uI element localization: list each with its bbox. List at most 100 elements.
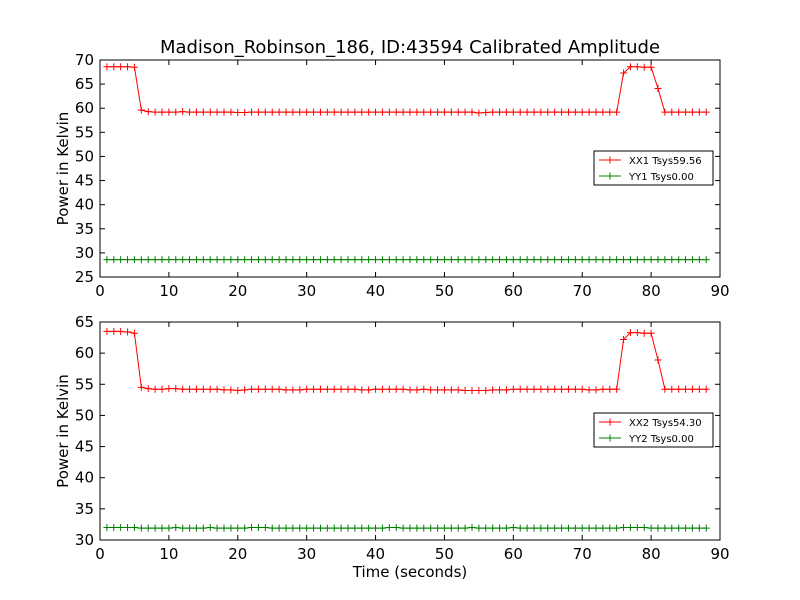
y-tick-label: 55	[75, 123, 94, 141]
data-point	[165, 385, 173, 393]
data-point	[406, 108, 414, 116]
data-point	[248, 385, 256, 393]
data-point	[516, 256, 524, 264]
y-axis-label: Power in Kelvin	[54, 112, 72, 226]
data-point	[640, 524, 648, 532]
data-point	[179, 524, 187, 532]
chart-title: Madison_Robinson_186, ID:43594 Calibrate…	[160, 37, 660, 58]
data-point	[695, 385, 703, 393]
y-tick-label: 25	[75, 268, 94, 286]
x-tick-label: 70	[573, 545, 592, 563]
data-point	[447, 386, 455, 394]
data-point	[365, 256, 373, 264]
data-point	[695, 256, 703, 264]
data-point	[668, 385, 676, 393]
data-point	[571, 256, 579, 264]
data-point	[626, 256, 634, 264]
data-point	[530, 108, 538, 116]
data-point	[103, 63, 111, 71]
data-point	[220, 524, 228, 532]
data-point	[516, 108, 524, 116]
data-point	[261, 385, 269, 393]
data-point	[571, 385, 579, 393]
data-point	[351, 385, 359, 393]
data-point	[144, 256, 152, 264]
x-tick-label: 0	[95, 545, 105, 563]
data-point	[234, 387, 242, 395]
data-point	[124, 328, 132, 336]
data-point	[482, 256, 490, 264]
data-point	[103, 327, 111, 335]
data-point	[695, 108, 703, 116]
data-point	[199, 524, 207, 532]
data-point	[358, 108, 366, 116]
data-point	[461, 524, 469, 532]
x-tick-label: 10	[159, 282, 178, 300]
data-point	[268, 385, 276, 393]
y-tick-label: 35	[75, 500, 94, 518]
legend-label: YY2 Tsys0.00	[628, 434, 694, 445]
data-point	[675, 256, 683, 264]
data-point	[289, 108, 297, 116]
data-point	[454, 256, 462, 264]
legend-marker	[606, 418, 614, 426]
data-point	[592, 386, 600, 394]
data-point	[275, 108, 283, 116]
data-point	[516, 385, 524, 393]
data-point	[654, 356, 662, 364]
data-point	[137, 106, 145, 114]
data-point	[296, 386, 304, 394]
data-point	[633, 524, 641, 532]
data-point	[186, 256, 194, 264]
data-point	[392, 256, 400, 264]
data-point	[378, 385, 386, 393]
data-point	[702, 524, 710, 532]
data-point	[544, 524, 552, 532]
data-point	[633, 256, 641, 264]
data-point	[206, 108, 214, 116]
x-tick-label: 80	[642, 545, 661, 563]
data-point	[496, 256, 504, 264]
data-point	[289, 386, 297, 394]
data-point	[137, 383, 145, 391]
data-point	[282, 256, 290, 264]
data-point	[682, 524, 690, 532]
data-point	[558, 256, 566, 264]
data-point	[502, 524, 510, 532]
data-point	[516, 524, 524, 532]
data-point	[688, 108, 696, 116]
data-point	[489, 386, 497, 394]
data-point	[461, 256, 469, 264]
data-point	[199, 256, 207, 264]
y-tick-label: 30	[75, 531, 94, 549]
x-tick-label: 10	[159, 545, 178, 563]
data-point	[137, 256, 145, 264]
data-point	[647, 329, 655, 337]
data-point	[613, 108, 621, 116]
data-point	[124, 63, 132, 71]
data-point	[496, 524, 504, 532]
data-point	[475, 387, 483, 395]
data-point	[585, 386, 593, 394]
data-point	[544, 385, 552, 393]
data-point	[551, 108, 559, 116]
data-point	[523, 256, 531, 264]
data-point	[310, 524, 318, 532]
data-point	[475, 256, 483, 264]
legend: XX2 Tsys54.30 YY2 Tsys0.00	[593, 412, 714, 448]
data-point	[544, 256, 552, 264]
data-point	[130, 63, 138, 71]
data-point	[179, 385, 187, 393]
data-point	[626, 63, 634, 71]
data-point	[447, 524, 455, 532]
data-point	[365, 524, 373, 532]
panel-top: 0 10 20 30 40 50 60 70 80 90 25 30 35 40 45 50 55 60 65 70 P…	[54, 51, 730, 300]
data-point	[564, 108, 572, 116]
data-point	[316, 385, 324, 393]
data-point	[103, 256, 111, 264]
data-point	[537, 524, 545, 532]
data-point	[640, 63, 648, 71]
data-point	[117, 256, 125, 264]
data-point	[206, 385, 214, 393]
